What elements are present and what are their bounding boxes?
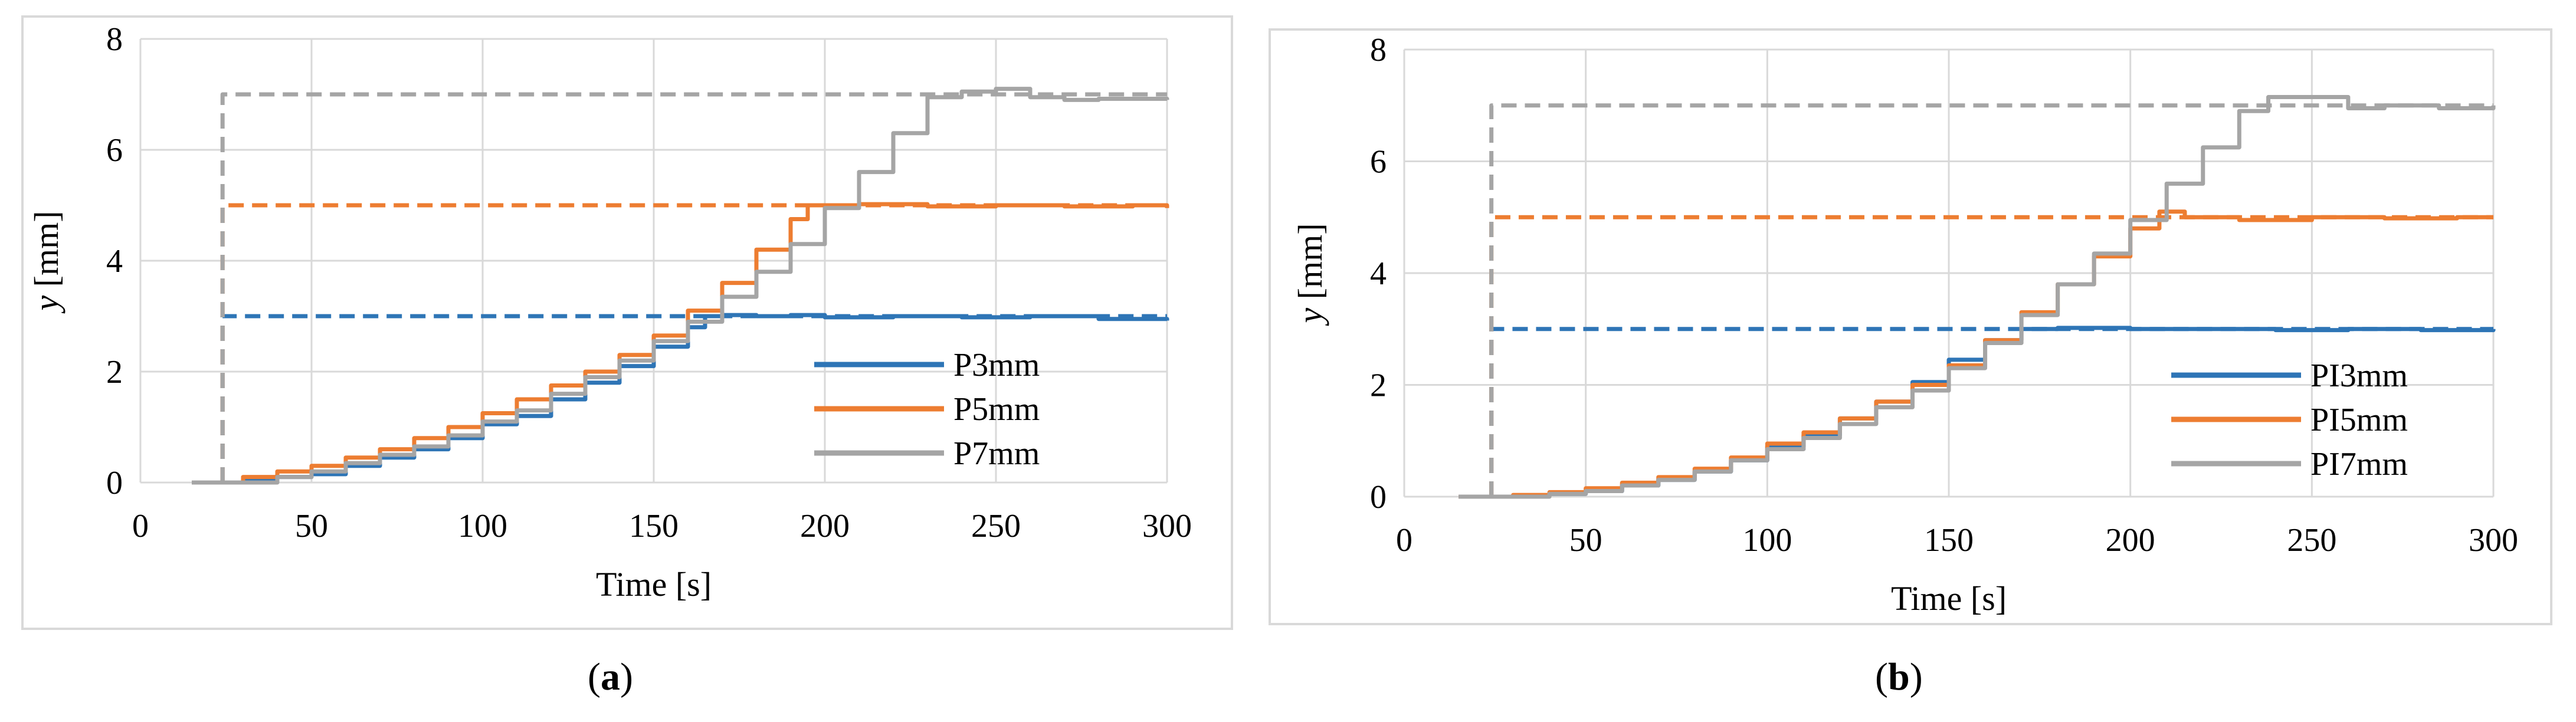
x-tick-label: 300 [1142, 508, 1192, 544]
legend-label-P5mm: P5mm [953, 391, 1040, 428]
x-tick-label: 0 [132, 508, 149, 544]
y-tick-label: 4 [1370, 255, 1387, 292]
legend-label-PI5mm: PI5mm [2310, 402, 2408, 438]
x-tick-label: 250 [971, 508, 1021, 544]
legend-label-P3mm: P3mm [953, 347, 1040, 383]
chart-b: 0 50 100 150 200 250 300 0 2 4 6 8 Time [s] y [mm] PI3… [1291, 32, 2518, 618]
x-tick-label: 100 [458, 508, 507, 544]
x-tick-label: 50 [1569, 522, 1602, 559]
y-axis-title: y [mm] [27, 211, 65, 313]
chart-a: 0 50 100 150 200 250 300 0 2 4 6 8 Time [s] y [mm] P3m… [27, 21, 1192, 603]
legend-label-PI3mm: PI3mm [2310, 357, 2408, 394]
y-tick-label: 8 [1370, 32, 1387, 68]
y-tick-label: 8 [106, 21, 123, 58]
legend-label-PI7mm: PI7mm [2310, 446, 2408, 483]
x-axis-title: Time [s] [1891, 579, 2007, 618]
x-tick-label: 300 [2469, 522, 2518, 559]
series-line-PI7mm [1459, 95, 2496, 499]
y-tick-label: 0 [1370, 479, 1387, 516]
panel-label-a-letter: a [600, 655, 620, 698]
series-line-P7mm-reference [220, 92, 1167, 483]
y-axis-title: y [mm] [1291, 223, 1329, 326]
x-axis-title: Time [s] [596, 565, 712, 603]
y-tick-label: 2 [106, 354, 123, 390]
chart-panel-b [1269, 28, 2552, 625]
panel-label-a: (a) [588, 655, 633, 698]
series-line-PI7mm-reference [1489, 103, 2493, 497]
y-tick-label: 2 [1370, 367, 1387, 404]
panel-label-b: (b) [1875, 655, 1923, 698]
panel-label-b-letter: b [1887, 655, 1910, 698]
x-tick-label: 150 [1924, 522, 1974, 559]
x-tick-label: 150 [629, 508, 679, 544]
y-tick-label: 6 [1370, 144, 1387, 180]
x-tick-label: 50 [295, 508, 328, 544]
y-tick-label: 6 [106, 132, 123, 169]
x-tick-label: 100 [1742, 522, 1792, 559]
series-line-P7mm [192, 87, 1169, 485]
legend-label-P7mm: P7mm [953, 435, 1040, 472]
x-tick-label: 200 [2106, 522, 2155, 559]
x-tick-label: 250 [2287, 522, 2336, 559]
x-tick-label: 200 [800, 508, 850, 544]
y-tick-label: 4 [106, 243, 123, 280]
y-tick-label: 0 [106, 465, 123, 501]
x-tick-label: 0 [1396, 522, 1412, 559]
